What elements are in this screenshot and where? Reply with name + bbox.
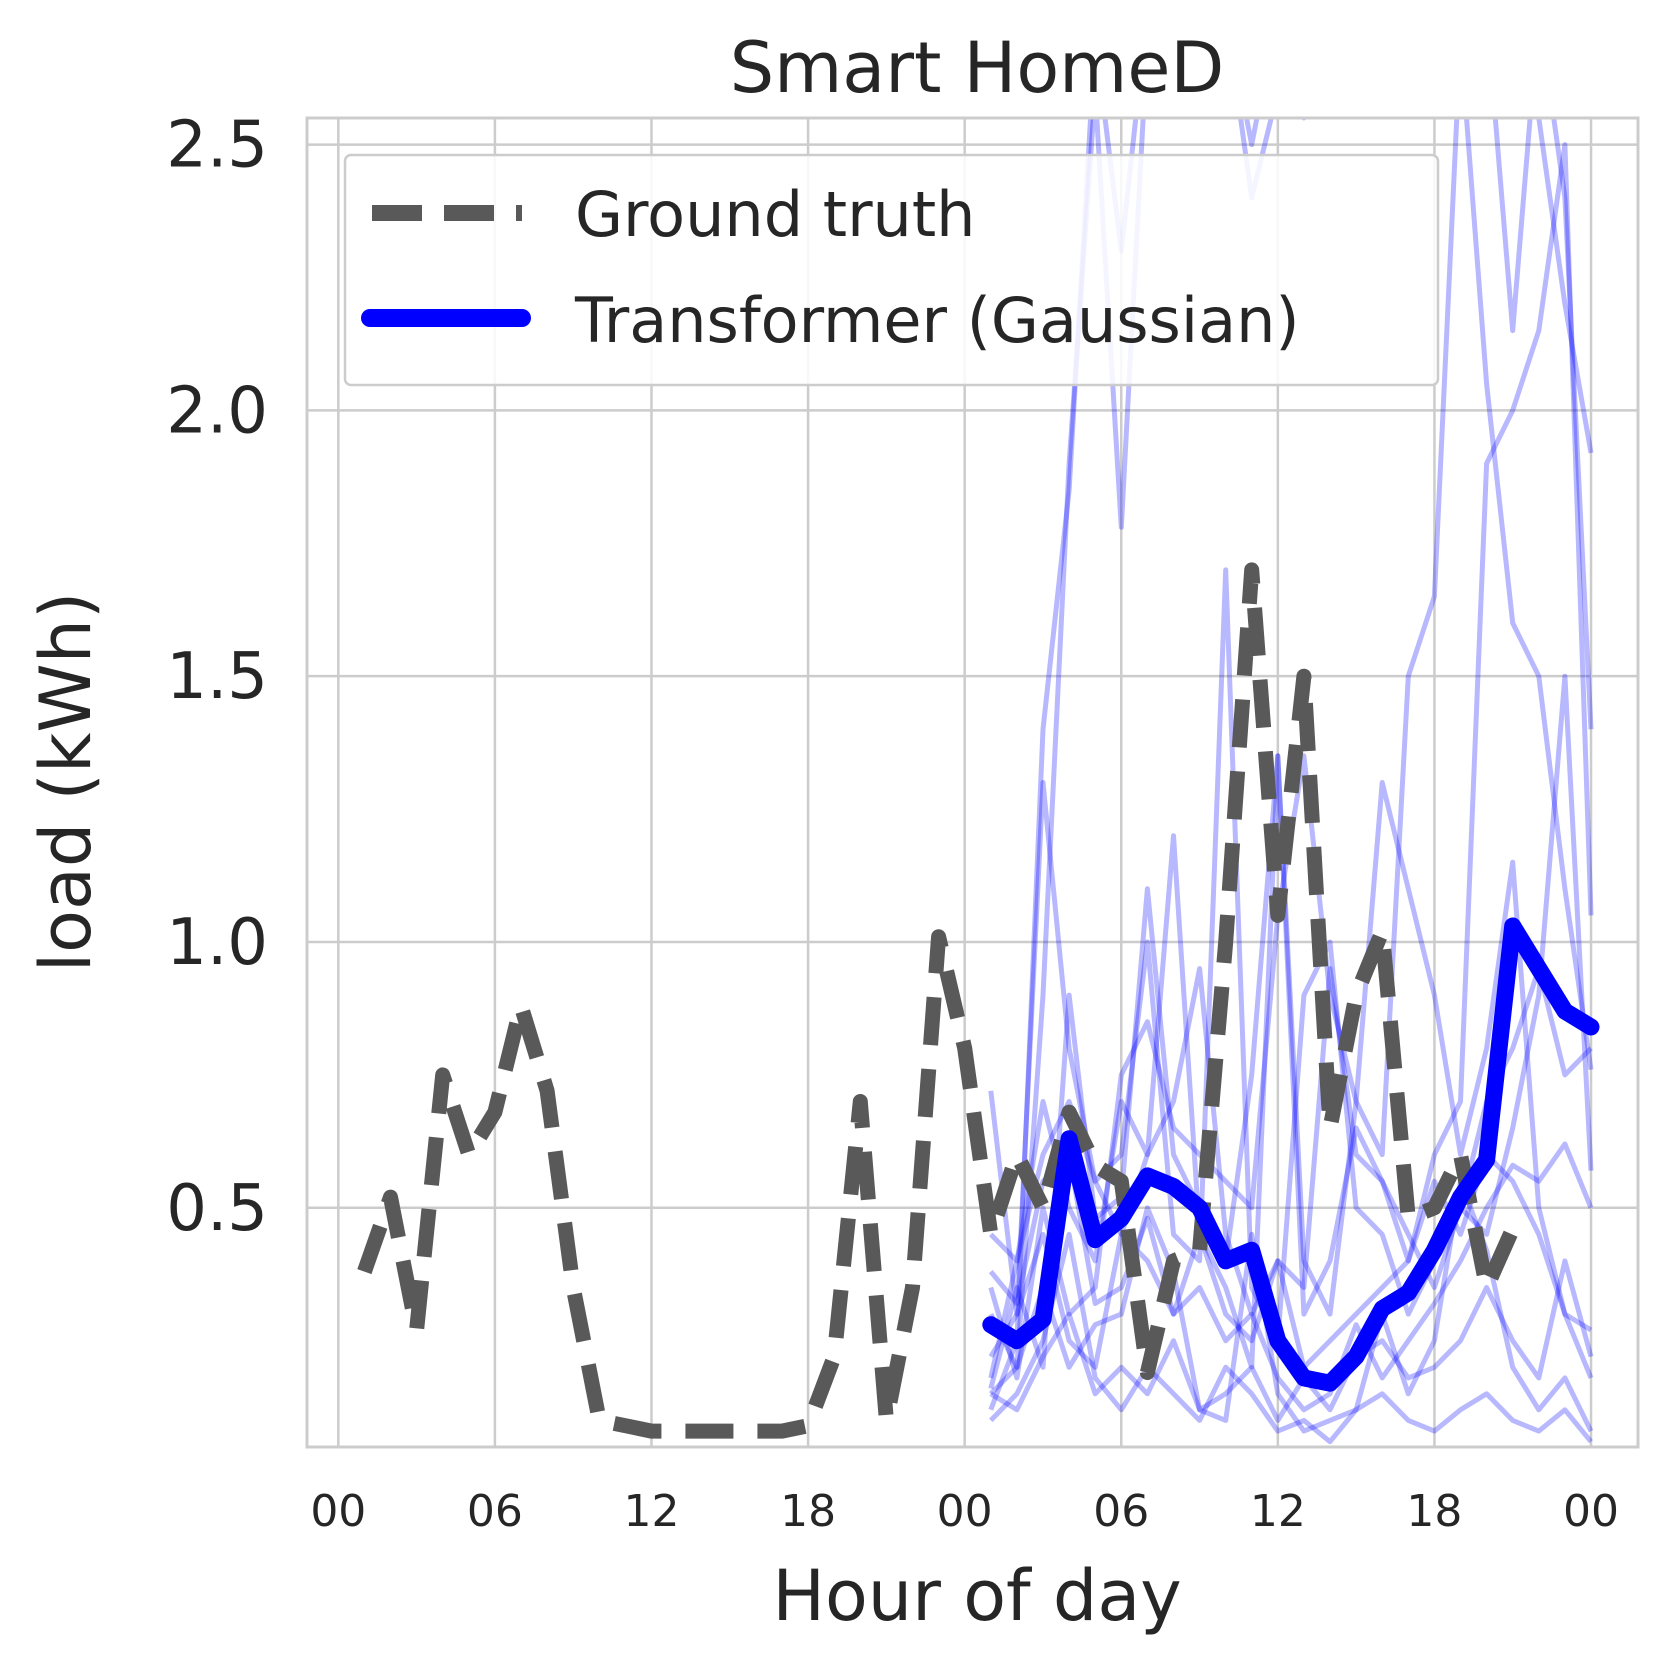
chart-title: Smart HomeD	[730, 27, 1225, 109]
x-axis-label: Hour of day	[772, 1555, 1181, 1637]
sample-line-9	[989, 1258, 1594, 1423]
legend-transformer-label: Transformer (Gaussian)	[574, 284, 1300, 357]
legend-ground-truth-label: Ground truth	[575, 178, 975, 251]
y-axis-label: load (kWh)	[25, 592, 107, 973]
sample-line-11	[989, 1231, 1593, 1445]
y-tick-label: 0.5	[166, 1172, 268, 1246]
transformer-mean-line	[982, 917, 1600, 1392]
plot-frame	[305, 116, 1640, 1449]
x-tick-label: 18	[1406, 1486, 1462, 1537]
x-tick-label: 06	[467, 1486, 523, 1537]
x-tick-label: 18	[780, 1486, 836, 1537]
ground-truth-series	[357, 562, 1520, 1439]
x-tick-label: 00	[937, 1486, 993, 1537]
legend-box	[343, 153, 1440, 387]
y-tick-label: 1.5	[166, 640, 268, 714]
y-tick-label: 2.0	[166, 374, 268, 448]
sample-line-12	[988, 1141, 1594, 1413]
y-tick-label: 2.5	[166, 109, 268, 183]
x-tick-label: 00	[1563, 1486, 1619, 1537]
x-tick-label: 12	[1250, 1486, 1306, 1537]
sample-line-6	[988, 753, 1593, 1390]
sample-line-4	[988, 142, 1594, 1317]
x-tick-label: 06	[1093, 1486, 1149, 1537]
y-tick-label: 1.0	[166, 906, 268, 980]
sample-line-2	[989, 118, 1594, 1396]
x-tick-label: 00	[310, 1486, 366, 1537]
transformer-series	[982, 917, 1600, 1392]
x-tick-labels: 00 06 12 18 00 06 12 18 00	[310, 1486, 1619, 1537]
legend: Ground truth Transformer (Gaussian)	[343, 153, 1440, 387]
y-tick-labels: 0.5 1.0 1.5 2.0 2.5	[166, 109, 268, 1246]
x-tick-label: 12	[623, 1486, 679, 1537]
ground-truth-line	[357, 562, 1520, 1439]
sample-line-7	[989, 673, 1594, 1370]
